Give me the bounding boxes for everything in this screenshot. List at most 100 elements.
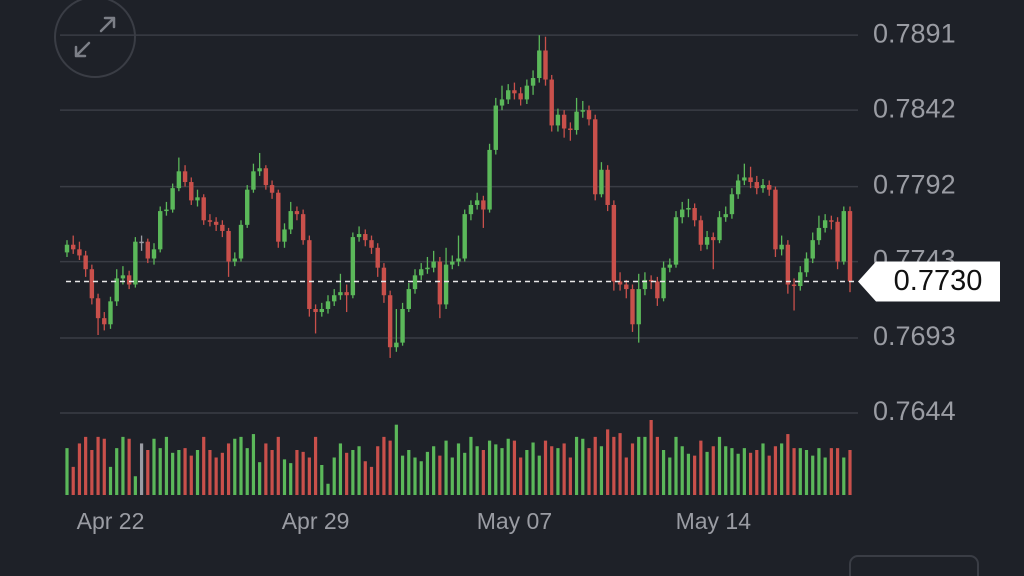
volume-bar bbox=[220, 452, 224, 495]
candle-body bbox=[748, 177, 753, 183]
volume-bar bbox=[811, 455, 815, 495]
candle-body bbox=[189, 182, 194, 201]
volume-bar bbox=[289, 463, 293, 495]
candle-body bbox=[126, 275, 132, 285]
candle-body bbox=[493, 105, 498, 150]
volume-bar bbox=[748, 452, 753, 495]
candle-body bbox=[77, 249, 82, 256]
candle-body bbox=[481, 200, 486, 210]
candle-body bbox=[704, 237, 710, 245]
candle-body bbox=[506, 90, 511, 100]
candle-body bbox=[282, 229, 287, 242]
volume-bar bbox=[686, 453, 691, 495]
volume-bar bbox=[276, 436, 280, 495]
candle-body bbox=[425, 267, 430, 270]
candle-body bbox=[245, 189, 250, 225]
volume-bar bbox=[724, 446, 728, 495]
candle-body bbox=[108, 301, 113, 325]
candle-body bbox=[182, 171, 188, 183]
volume-bar bbox=[506, 438, 510, 495]
candle-body bbox=[288, 211, 293, 230]
volume-bar bbox=[755, 450, 759, 495]
candle-body bbox=[419, 269, 424, 276]
volume-bar bbox=[108, 466, 113, 495]
candle-body bbox=[530, 78, 536, 86]
candle-body bbox=[120, 275, 126, 279]
volume-bar bbox=[848, 450, 852, 495]
candle-body bbox=[176, 171, 182, 189]
volume-bar bbox=[351, 450, 355, 495]
expand-button[interactable] bbox=[54, 0, 136, 78]
volume-bar bbox=[301, 451, 305, 495]
volume-bar bbox=[668, 457, 672, 495]
candle-body bbox=[71, 244, 76, 250]
y-tick-label: 0.7792 bbox=[873, 170, 956, 200]
candle-body bbox=[760, 185, 766, 189]
volume-bar bbox=[202, 436, 206, 495]
candle-body bbox=[617, 281, 623, 285]
volume-bar bbox=[637, 436, 641, 495]
candle-body bbox=[269, 185, 275, 193]
volume-bar bbox=[115, 448, 119, 495]
candle-body bbox=[499, 99, 505, 106]
candle-body bbox=[412, 275, 418, 290]
volume-bar bbox=[183, 448, 187, 495]
candle-body bbox=[804, 258, 809, 273]
candle-body bbox=[332, 295, 337, 302]
candle-body bbox=[816, 227, 822, 241]
candle-body bbox=[611, 204, 617, 282]
candle-body bbox=[325, 301, 331, 309]
volume-bar bbox=[450, 457, 454, 495]
volume-bar bbox=[313, 436, 318, 495]
candle-body bbox=[319, 308, 324, 313]
y-tick-label: 0.7891 bbox=[873, 18, 956, 48]
candle-body bbox=[636, 289, 641, 325]
volume-bar bbox=[171, 452, 175, 495]
bottom-control[interactable] bbox=[849, 555, 979, 576]
candle-body bbox=[151, 249, 157, 259]
candle-body bbox=[742, 177, 747, 181]
candle-body bbox=[363, 234, 368, 241]
volume-bar bbox=[500, 448, 504, 495]
volume-bar bbox=[195, 450, 200, 495]
candle-body bbox=[779, 244, 784, 250]
volume-bar bbox=[612, 436, 616, 495]
volume-bar bbox=[71, 466, 75, 495]
volume-bar bbox=[432, 446, 436, 495]
volume-bar bbox=[767, 455, 771, 495]
volume-bar bbox=[146, 450, 150, 495]
volume-bar bbox=[251, 434, 256, 495]
candle-body bbox=[555, 114, 561, 126]
candle-body bbox=[574, 111, 579, 131]
volume-bar bbox=[307, 457, 311, 495]
last-price-tag bbox=[858, 261, 1000, 302]
volume-bar bbox=[742, 448, 746, 495]
candle-body bbox=[586, 110, 592, 120]
candle-body bbox=[543, 50, 548, 80]
candle-body bbox=[294, 211, 300, 215]
candle-body bbox=[735, 180, 741, 195]
candle-body bbox=[462, 214, 467, 259]
candle-body bbox=[145, 241, 150, 259]
candle-body bbox=[251, 171, 256, 190]
volume-bar bbox=[761, 443, 765, 495]
volume-bar bbox=[618, 433, 622, 495]
volume-bar bbox=[599, 446, 604, 495]
volume-bar bbox=[332, 457, 336, 495]
volume-bar bbox=[214, 457, 218, 495]
volume-bar bbox=[177, 450, 181, 495]
volume-bar bbox=[842, 457, 846, 495]
candle-body bbox=[238, 224, 244, 259]
expand-icon bbox=[74, 16, 116, 58]
volume-bar bbox=[77, 443, 82, 495]
volume-bar bbox=[84, 436, 88, 495]
candle-body bbox=[406, 289, 411, 309]
candle-body bbox=[139, 241, 144, 244]
candle-body bbox=[369, 240, 374, 248]
candle-body bbox=[723, 214, 728, 218]
volume-bar bbox=[494, 444, 498, 495]
volume-bar bbox=[550, 446, 554, 495]
candle-body bbox=[474, 200, 480, 205]
y-tick-label: 0.7644 bbox=[873, 396, 956, 426]
candle-body bbox=[437, 261, 443, 305]
